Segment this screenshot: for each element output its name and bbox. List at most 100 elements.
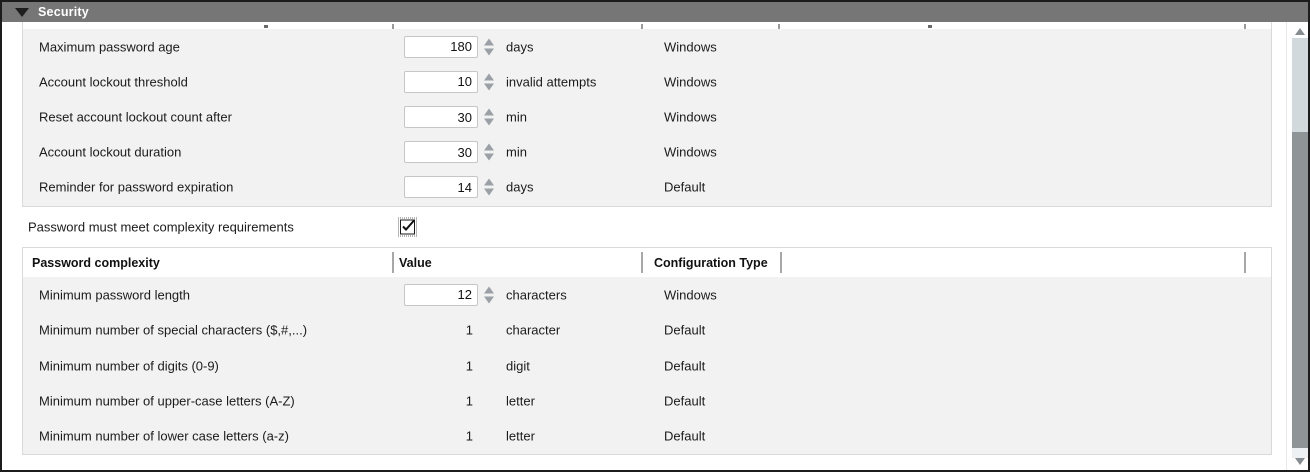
spinner-up-icon[interactable] <box>484 108 494 116</box>
policy-value-input[interactable] <box>404 35 478 58</box>
table-row: Minimum number of lower case letters (a-… <box>23 419 1271 454</box>
spinner-up-icon[interactable] <box>484 286 494 294</box>
config-type-value: Default <box>664 322 706 338</box>
scrolled-header-remnant <box>23 22 1271 29</box>
password-complexity-panel: Password complexity Value Configuration … <box>22 247 1272 455</box>
complexity-row-label: Minimum number of upper-case letters (A-… <box>39 393 295 409</box>
value-spinner[interactable] <box>484 38 494 56</box>
unit-label: letter <box>506 393 535 409</box>
table-row: Reminder for password expiration days De… <box>23 170 1271 205</box>
column-separator[interactable] <box>392 252 394 273</box>
column-separator[interactable] <box>780 252 782 273</box>
table-row: Minimum password length characters Windo… <box>23 277 1271 312</box>
complexity-table-body: Minimum password length characters Windo… <box>23 277 1271 454</box>
policy-value-input[interactable] <box>404 106 478 128</box>
column-header-password-complexity: Password complexity <box>32 255 160 270</box>
spinner-up-icon[interactable] <box>484 38 494 46</box>
spinner-down-icon[interactable] <box>484 188 494 196</box>
spinner-up-icon[interactable] <box>484 143 494 151</box>
complexity-value: 1 <box>465 428 473 444</box>
policy-row-label: Maximum password age <box>39 39 180 55</box>
complexity-checkbox[interactable] <box>398 217 417 237</box>
spinner-down-icon[interactable] <box>484 48 494 56</box>
unit-label: invalid attempts <box>506 74 597 90</box>
spinner-up-icon[interactable] <box>484 178 494 186</box>
table-row: Maximum password age days Windows <box>23 29 1271 64</box>
config-type-value: Windows <box>664 109 717 125</box>
policy-value-input[interactable] <box>404 70 478 93</box>
scroll-down-arrow-icon[interactable] <box>1295 458 1305 465</box>
complexity-row-label: Minimum password length <box>39 287 191 303</box>
unit-label: min <box>506 144 527 160</box>
header-remnant-mark <box>928 25 932 28</box>
policy-row-label: Reminder for password expiration <box>39 179 234 195</box>
table-row: Minimum number of digits (0-9) 1 digit D… <box>23 348 1271 383</box>
policy-row-label: Reset account lockout count after <box>39 109 232 125</box>
checkbox-box[interactable] <box>400 219 415 235</box>
complexity-row-label: Minimum number of lower case letters (a-… <box>39 428 289 444</box>
scrollbar-thumb[interactable] <box>1292 132 1308 448</box>
config-type-value: Default <box>664 393 706 409</box>
complexity-value: 1 <box>465 393 473 409</box>
spinner-down-icon[interactable] <box>484 83 494 91</box>
config-type-value: Default <box>664 358 706 374</box>
config-type-value: Default <box>664 428 706 444</box>
unit-label: days <box>506 39 534 55</box>
unit-label: letter <box>506 428 535 444</box>
column-separator[interactable] <box>1244 252 1246 273</box>
spinner-down-icon[interactable] <box>484 296 494 304</box>
unit-label: days <box>506 179 534 195</box>
scrollbar-track[interactable] <box>1292 22 1308 470</box>
unit-label: digit <box>506 358 530 374</box>
vertical-scrollbar[interactable] <box>1286 22 1308 470</box>
security-section-header[interactable]: Security <box>2 2 1308 22</box>
complexity-requirements-row: Password must meet complexity requiremen… <box>2 207 1308 443</box>
scroll-up-arrow-icon[interactable] <box>1295 28 1305 35</box>
config-type-value: Windows <box>664 144 717 160</box>
policy-value-input[interactable] <box>404 176 478 199</box>
column-header-value: Value <box>399 255 432 270</box>
table-row: Account lockout threshold invalid attemp… <box>23 64 1271 99</box>
table-row: Minimum number of upper-case letters (A-… <box>23 383 1271 418</box>
config-type-value: Windows <box>664 74 717 90</box>
header-remnant-separator <box>1244 24 1246 29</box>
value-spinner[interactable] <box>484 178 494 196</box>
value-spinner[interactable] <box>484 143 494 161</box>
column-separator[interactable] <box>641 252 643 273</box>
complexity-value: 1 <box>465 322 473 338</box>
header-remnant-separator <box>392 24 394 29</box>
complexity-checkbox-label: Password must meet complexity requiremen… <box>28 219 294 235</box>
value-spinner[interactable] <box>484 108 494 126</box>
password-policy-panel: Maximum password age days Windows Accoun… <box>22 22 1272 207</box>
value-spinner[interactable] <box>484 286 494 304</box>
scrollbar-track-above-thumb[interactable] <box>1292 38 1308 132</box>
checkmark-icon <box>402 219 415 231</box>
config-type-value: Default <box>664 179 706 195</box>
policy-rows: Maximum password age days Windows Accoun… <box>23 29 1271 205</box>
collapse-triangle-icon[interactable] <box>15 7 29 17</box>
unit-label: min <box>506 109 527 125</box>
spinner-down-icon[interactable] <box>484 118 494 126</box>
complexity-table-header: Password complexity Value Configuration … <box>23 248 1271 277</box>
config-type-value: Windows <box>664 39 717 55</box>
header-remnant-mark <box>264 25 268 28</box>
value-spinner[interactable] <box>484 73 494 91</box>
section-title: Security <box>38 5 89 19</box>
policy-value-input[interactable] <box>404 141 478 164</box>
table-row: Reset account lockout count after min Wi… <box>23 99 1271 134</box>
complexity-value: 1 <box>465 358 473 374</box>
header-remnant-separator <box>778 24 780 29</box>
header-remnant-separator <box>641 24 643 29</box>
complexity-row-label: Minimum number of digits (0-9) <box>39 358 219 374</box>
spinner-down-icon[interactable] <box>484 153 494 161</box>
table-row: Minimum number of special characters ($,… <box>23 312 1271 347</box>
column-header-configuration-type: Configuration Type <box>654 255 768 270</box>
complexity-value-input[interactable] <box>404 283 478 306</box>
policy-row-label: Account lockout threshold <box>39 74 188 90</box>
scrollbar-track-below-thumb[interactable] <box>1292 448 1308 458</box>
config-type-value: Windows <box>664 287 717 303</box>
spinner-up-icon[interactable] <box>484 73 494 81</box>
policy-row-label: Account lockout duration <box>39 144 182 160</box>
table-row: Account lockout duration min Windows <box>23 135 1271 170</box>
